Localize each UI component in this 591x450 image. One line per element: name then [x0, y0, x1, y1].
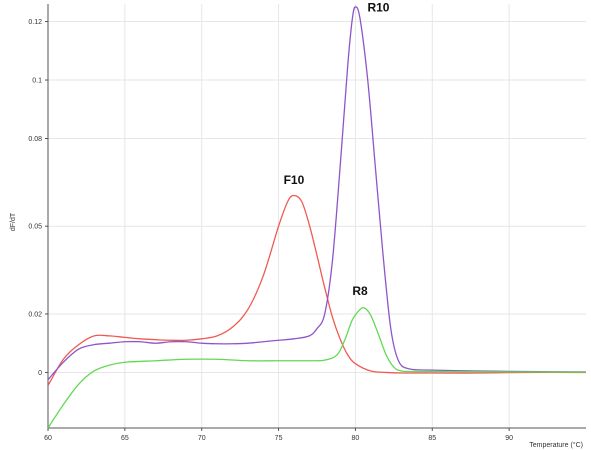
tick-labels: 60 65 70 75 80 85 90 0 0.02 0.05 0.08 0.1 0.12: [28, 19, 513, 442]
y-tick-label: 0.08: [28, 136, 42, 143]
axes: [45, 4, 586, 431]
y-tick-label: 0.02: [28, 311, 42, 318]
x-tick-label: 65: [121, 435, 129, 442]
x-tick-label: 75: [275, 435, 283, 442]
y-tick-label: 0.05: [28, 224, 42, 231]
peak-label-r8: R8: [352, 284, 368, 298]
y-tick-label: 0.1: [32, 78, 42, 85]
peak-label-f10: F10: [284, 173, 305, 187]
x-tick-label: 90: [505, 435, 513, 442]
y-tick-label: 0.12: [28, 19, 42, 26]
x-tick-label: 80: [352, 435, 360, 442]
y-tick-label: 0: [38, 370, 42, 377]
peak-label-r10: R10: [367, 0, 389, 14]
series-lines: [48, 6, 586, 428]
x-tick-label: 85: [428, 435, 436, 442]
series-line-green: [48, 306, 586, 428]
x-axis-label: Temperature (°C): [529, 441, 583, 449]
series-line-purple: [48, 6, 586, 381]
peak-labels: R10 F10 R8: [284, 0, 390, 298]
y-axis-label: dF/dT: [10, 212, 17, 231]
series-line-red: [48, 194, 586, 386]
grid: [47, 4, 586, 428]
x-tick-label: 60: [44, 435, 52, 442]
x-tick-label: 70: [198, 435, 206, 442]
